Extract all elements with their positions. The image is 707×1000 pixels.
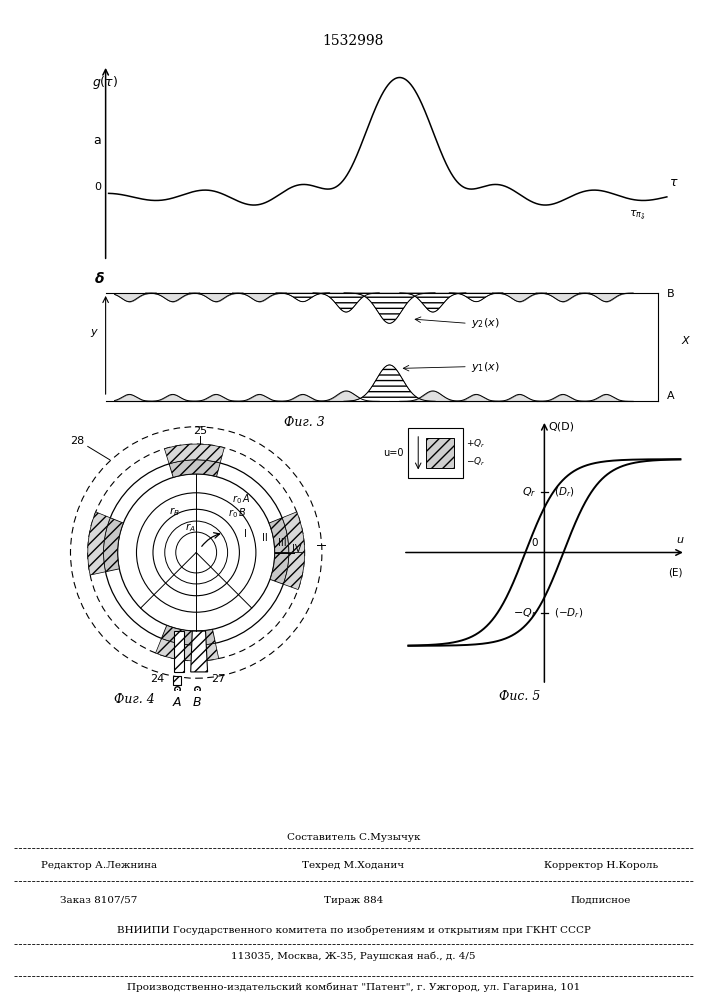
Text: u: u	[676, 535, 683, 545]
Text: $\tau$: $\tau$	[669, 176, 679, 189]
Wedge shape	[270, 552, 289, 584]
Text: 113035, Москва, Ж-35, Раушская наб., д. 4/5: 113035, Москва, Ж-35, Раушская наб., д. …	[231, 952, 476, 961]
Wedge shape	[156, 638, 218, 661]
Text: $+Q_r$: $+Q_r$	[465, 438, 485, 450]
Text: $(D_r)$: $(D_r)$	[554, 485, 575, 499]
Text: 0: 0	[95, 182, 102, 192]
Text: 27: 27	[211, 674, 226, 684]
Text: $\boldsymbol{\delta}$: $\boldsymbol{\delta}$	[94, 271, 105, 286]
Text: 24: 24	[150, 674, 164, 684]
Text: A: A	[173, 696, 181, 710]
Text: $r_A$: $r_A$	[185, 521, 195, 534]
Text: $-Q_r$: $-Q_r$	[465, 456, 485, 468]
Text: B: B	[193, 696, 201, 710]
Text: 28: 28	[69, 436, 84, 446]
Text: $-Q_r$: $-Q_r$	[513, 606, 536, 620]
Text: $(-D_r)$: $(-D_r)$	[554, 606, 583, 620]
Wedge shape	[282, 512, 305, 552]
Text: $y_2(x)$: $y_2(x)$	[471, 316, 499, 330]
Text: 0: 0	[532, 538, 538, 548]
Text: III: III	[278, 538, 286, 548]
Text: B: B	[667, 289, 674, 299]
Wedge shape	[269, 518, 289, 552]
Text: Составитель С.Музычук: Составитель С.Музычук	[287, 833, 420, 842]
Text: II: II	[262, 533, 267, 543]
Text: a: a	[94, 133, 102, 146]
Text: Редактор А.Лежнина: Редактор А.Лежнина	[41, 861, 157, 870]
Polygon shape	[173, 676, 181, 685]
Text: Техред М.Ходанич: Техред М.Ходанич	[303, 861, 404, 870]
Polygon shape	[191, 631, 208, 672]
Text: Тираж 884: Тираж 884	[324, 896, 383, 905]
Text: X: X	[682, 336, 689, 346]
Text: $\tau_{\mathit{\pi\mathfrak{z}}}$: $\tau_{\mathit{\pi\mathfrak{z}}}$	[629, 209, 645, 223]
Text: Фиг. 3: Фиг. 3	[284, 416, 325, 429]
Text: Q(D): Q(D)	[549, 421, 575, 431]
Text: 25: 25	[193, 426, 207, 436]
Wedge shape	[169, 460, 220, 477]
Text: $g(\tau)$: $g(\tau)$	[92, 74, 118, 91]
Text: I: I	[244, 529, 247, 539]
Text: $r_0\,A$: $r_0\,A$	[232, 492, 250, 506]
Text: Производственно-издательский комбинат "Патент", г. Ужгород, ул. Гагарина, 101: Производственно-издательский комбинат "П…	[127, 983, 580, 992]
Wedge shape	[284, 552, 305, 590]
Text: A: A	[667, 391, 674, 401]
Text: Фиг. 4: Фиг. 4	[114, 693, 155, 706]
Bar	[409, 428, 463, 478]
Text: 1532998: 1532998	[323, 34, 384, 48]
Text: $y_1(x)$: $y_1(x)$	[471, 360, 499, 374]
Wedge shape	[88, 512, 110, 575]
Wedge shape	[161, 625, 216, 645]
Wedge shape	[165, 444, 224, 464]
Text: $r_B$: $r_B$	[169, 505, 180, 518]
Text: Фис. 5: Фис. 5	[499, 690, 540, 703]
Bar	[426, 438, 454, 468]
Text: u=0: u=0	[384, 448, 404, 458]
Text: (E): (E)	[669, 568, 683, 578]
Polygon shape	[174, 631, 185, 672]
Text: $r_0\,B$: $r_0\,B$	[228, 506, 246, 520]
Text: y: y	[90, 327, 98, 337]
Text: IV: IV	[292, 544, 301, 554]
Text: Подписное: Подписное	[571, 896, 631, 905]
Wedge shape	[103, 518, 123, 572]
Text: Корректор Н.Король: Корректор Н.Король	[544, 861, 658, 870]
Text: $Q_r$: $Q_r$	[522, 485, 536, 499]
Text: ВНИИПИ Государственного комитета по изобретениям и открытиям при ГКНТ СССР: ВНИИПИ Государственного комитета по изоб…	[117, 925, 590, 935]
Text: Заказ 8107/57: Заказ 8107/57	[60, 896, 138, 905]
